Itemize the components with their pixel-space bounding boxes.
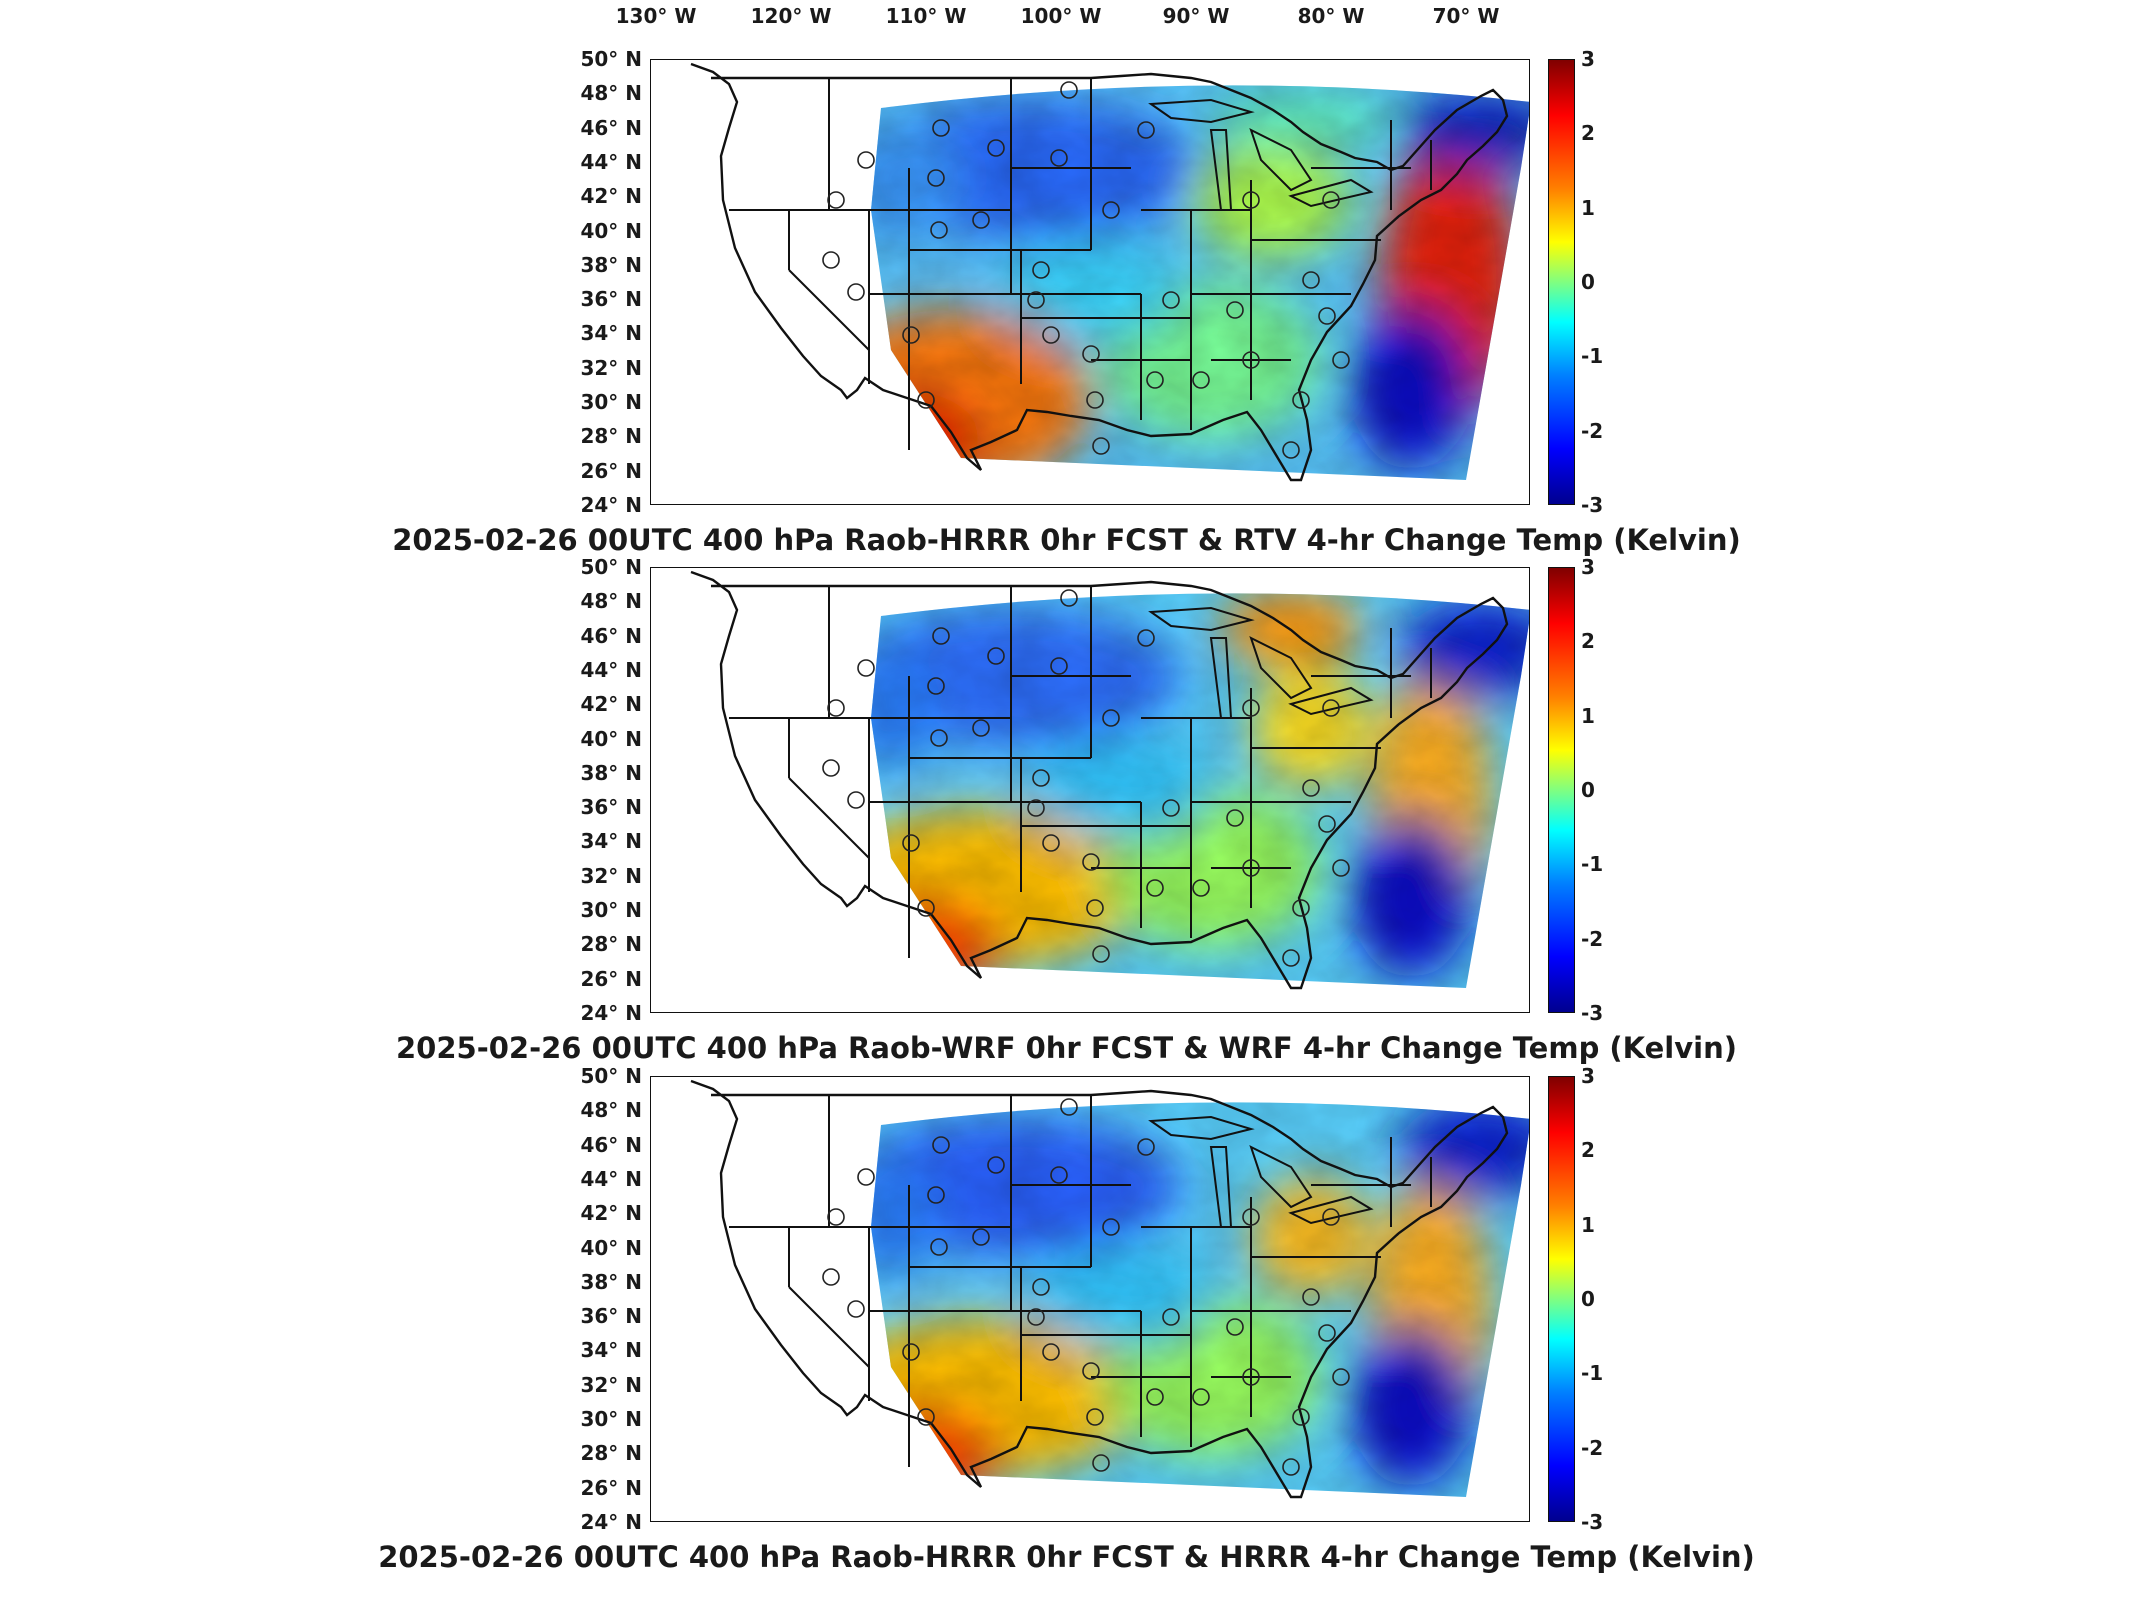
lat-label: 28° N — [580, 424, 642, 449]
panel-title: 2025-02-26 00UTC 400 hPa Raob-WRF 0hr FC… — [395, 1031, 1737, 1065]
colorbar — [1548, 1076, 1575, 1522]
lat-label: 38° N — [580, 1269, 642, 1294]
lon-label: 80° W — [1297, 4, 1365, 28]
lat-label: 32° N — [580, 355, 642, 380]
lat-label: 46° N — [580, 623, 642, 648]
lat-label: 42° N — [580, 692, 642, 717]
colorbar-tick-label: 2 — [1581, 629, 1595, 654]
colorbar-tick-label: 0 — [1581, 1287, 1595, 1311]
colorbar-tick-label: -3 — [1581, 1001, 1604, 1025]
colorbar-tick-label: 3 — [1581, 555, 1595, 579]
colorbar-tick-label: -2 — [1581, 926, 1604, 951]
lat-label: 24° N — [580, 1510, 642, 1534]
lon-label: 120° W — [750, 4, 832, 28]
lat-label: 24° N — [580, 1001, 642, 1025]
lat-label: 34° N — [580, 1338, 642, 1363]
lat-label: 40° N — [580, 726, 642, 751]
colorbar-tick-label: 0 — [1581, 778, 1595, 802]
lat-label: 48° N — [580, 81, 642, 106]
lat-label: 38° N — [580, 760, 642, 785]
lon-label: 70° W — [1432, 4, 1500, 28]
lat-label: 48° N — [580, 1098, 642, 1123]
lat-label: 28° N — [580, 932, 642, 957]
lat-label: 44° N — [580, 657, 642, 682]
lat-label: 36° N — [580, 795, 642, 820]
lon-label: 100° W — [1020, 4, 1102, 28]
lat-label: 34° N — [580, 829, 642, 854]
temperature-field-map — [689, 1079, 1529, 1499]
lat-label: 34° N — [580, 321, 642, 346]
lat-label: 32° N — [580, 1372, 642, 1397]
lat-label: 30° N — [580, 898, 642, 923]
colorbar-tick-label: 3 — [1581, 47, 1595, 71]
lat-label: 44° N — [580, 1166, 642, 1191]
lat-label: 36° N — [580, 287, 642, 312]
colorbar-tick-label: -3 — [1581, 1510, 1604, 1534]
lat-label: 42° N — [580, 1201, 642, 1226]
map-plot — [650, 59, 1530, 505]
colorbar — [1548, 59, 1575, 505]
lon-label: 110° W — [885, 4, 967, 28]
temperature-field-map — [689, 570, 1529, 990]
colorbar-tick-label: 3 — [1581, 1064, 1595, 1088]
lat-label: 26° N — [580, 1475, 642, 1500]
colorbar-tick-label: -1 — [1581, 1361, 1604, 1386]
map-plot — [650, 567, 1530, 1013]
lat-label: 50° N — [580, 1064, 642, 1088]
lat-label: 28° N — [580, 1441, 642, 1466]
lat-label: 30° N — [580, 390, 642, 415]
lat-label: 50° N — [580, 555, 642, 579]
lat-label: 44° N — [580, 149, 642, 174]
lat-label: 40° N — [580, 1235, 642, 1260]
colorbar-tick-label: 0 — [1581, 270, 1595, 294]
lat-label: 36° N — [580, 1304, 642, 1329]
lat-label: 30° N — [580, 1407, 642, 1432]
lat-label: 38° N — [580, 252, 642, 277]
colorbar-tick-label: -1 — [1581, 852, 1604, 877]
lat-label: 46° N — [580, 1132, 642, 1157]
lat-label: 42° N — [580, 184, 642, 209]
colorbar-tick-label: -2 — [1581, 1435, 1604, 1460]
lat-label: 50° N — [580, 47, 642, 71]
colorbar-tick-label: 1 — [1581, 195, 1595, 220]
map-plot — [650, 1076, 1530, 1522]
colorbar-tick-label: 2 — [1581, 1138, 1595, 1163]
colorbar-tick-label: -2 — [1581, 418, 1604, 443]
lat-label: 48° N — [580, 589, 642, 614]
colorbar-tick-label: 2 — [1581, 121, 1595, 146]
lon-label: 130° W — [615, 4, 697, 28]
panel-title: 2025-02-26 00UTC 400 hPa Raob-HRRR 0hr F… — [392, 523, 1741, 557]
lat-label: 32° N — [580, 863, 642, 888]
colorbar-tick-label: 1 — [1581, 1212, 1595, 1237]
lat-label: 26° N — [580, 458, 642, 483]
lat-label: 40° N — [580, 218, 642, 243]
colorbar-tick-label: 1 — [1581, 703, 1595, 728]
lat-label: 46° N — [580, 115, 642, 140]
colorbar-tick-label: -1 — [1581, 344, 1604, 369]
lon-label: 90° W — [1162, 4, 1230, 28]
panel-title: 2025-02-26 00UTC 400 hPa Raob-HRRR 0hr F… — [378, 1540, 1755, 1574]
temperature-field-map — [689, 62, 1529, 482]
lat-label: 24° N — [580, 493, 642, 517]
colorbar-tick-label: -3 — [1581, 493, 1604, 517]
lat-label: 26° N — [580, 966, 642, 991]
colorbar — [1548, 567, 1575, 1013]
